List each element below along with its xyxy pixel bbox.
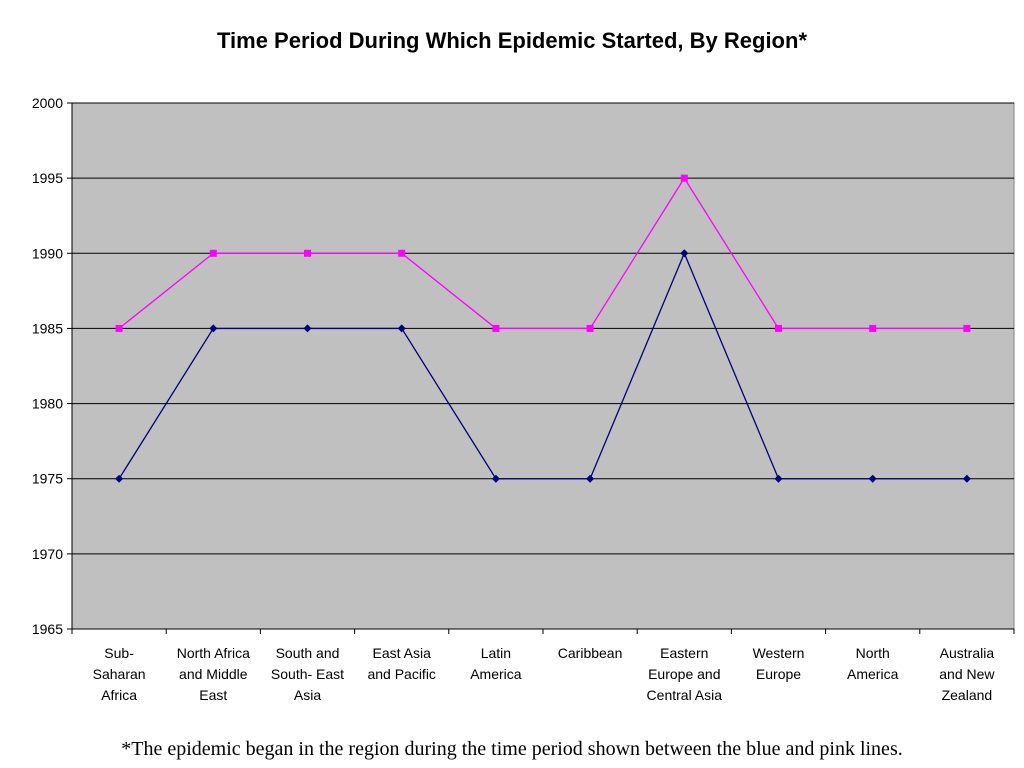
x-category-label: East Asia and Pacific	[367, 645, 435, 682]
data-point-marker	[869, 324, 877, 332]
data-point-marker	[492, 324, 500, 332]
x-category-label-line: and Pacific	[367, 666, 435, 682]
data-point-marker	[963, 324, 971, 332]
plot-area	[71, 102, 1015, 630]
data-point-marker	[115, 474, 124, 483]
data-point-marker	[398, 249, 406, 257]
x-category-label-line: Europe	[756, 666, 801, 682]
x-category-label-line: America	[847, 666, 899, 682]
x-category-label-line: Sub-	[104, 645, 134, 661]
x-category-label: Caribbean	[558, 645, 623, 661]
data-point-marker	[209, 324, 218, 333]
y-tick-label: 1965	[32, 621, 63, 637]
x-category-label-line: North Africa	[177, 645, 250, 661]
x-category-label-line: Western	[753, 645, 805, 661]
x-ticks: Sub- Saharan Africa North Africa and Middle E…	[71, 629, 1015, 703]
x-category-label: Western Europe	[753, 645, 805, 682]
series-line	[118, 251, 967, 480]
x-category-label: North Africa and Middle East	[177, 645, 250, 703]
data-point-marker	[491, 474, 500, 483]
y-tick-label: 1990	[32, 245, 63, 261]
x-category-label-line: Zealand	[942, 687, 993, 703]
data-point-marker	[304, 249, 311, 257]
x-category-label-line: Central Asia	[647, 687, 723, 703]
x-category-label-line: South- East	[271, 666, 344, 682]
data-point-marker	[397, 324, 406, 333]
x-category-label-line: Africa	[101, 687, 137, 703]
x-category-label-line: and New	[939, 666, 995, 682]
x-category-label: Sub- Saharan Africa	[93, 645, 146, 703]
y-tick-label: 1975	[32, 471, 63, 487]
series-layer	[115, 174, 971, 483]
x-category-label-line: Australia	[940, 645, 995, 661]
data-point-marker	[680, 249, 689, 258]
x-category-label-line: South and	[276, 645, 340, 661]
y-tick-label: 1985	[32, 320, 63, 336]
x-category-label-line: Caribbean	[558, 645, 623, 661]
data-point-marker	[586, 474, 595, 483]
x-category-label-line: North	[856, 645, 890, 661]
data-point-marker	[680, 174, 688, 182]
x-category-label-line: America	[470, 666, 522, 682]
data-point-marker	[586, 324, 594, 332]
x-category-label-line: Latin	[481, 645, 511, 661]
chart-title: Time Period During Which Epidemic Starte…	[216, 28, 807, 53]
x-category-label: Latin America	[470, 645, 522, 682]
data-point-marker	[774, 474, 783, 483]
y-ticks: 1965 1970 1975 1980 1985 1990 1995 2000	[32, 95, 72, 637]
series-0	[115, 249, 971, 483]
x-category-label-line: Asia	[294, 687, 321, 703]
data-point-marker	[962, 474, 971, 483]
y-tick-label: 1980	[32, 396, 63, 412]
y-tick-label: 1970	[32, 546, 63, 562]
x-category-label: Australia and New Zealand	[939, 645, 995, 703]
series-line	[118, 176, 967, 330]
series-1	[115, 174, 971, 332]
x-category-label-line: East	[199, 687, 227, 703]
footnote: *The epidemic began in the region during…	[121, 738, 903, 760]
y-tick-label: 2000	[32, 95, 63, 111]
x-category-label-line: Saharan	[93, 666, 146, 682]
data-point-marker	[775, 324, 782, 332]
data-point-marker	[303, 324, 312, 333]
x-category-label: North America	[847, 645, 899, 682]
x-category-label-line: and Middle	[179, 666, 248, 682]
x-category-label-line: Europe and	[648, 666, 720, 682]
x-category-label: Eastern Europe and Central Asia	[647, 645, 723, 703]
x-category-label: South and South- East Asia	[271, 645, 344, 703]
x-category-label-line: Eastern	[660, 645, 708, 661]
data-point-marker	[868, 474, 877, 483]
data-point-marker	[209, 249, 217, 257]
data-point-marker	[115, 324, 123, 332]
x-category-label-line: East Asia	[373, 645, 432, 661]
y-tick-label: 1995	[32, 170, 63, 186]
